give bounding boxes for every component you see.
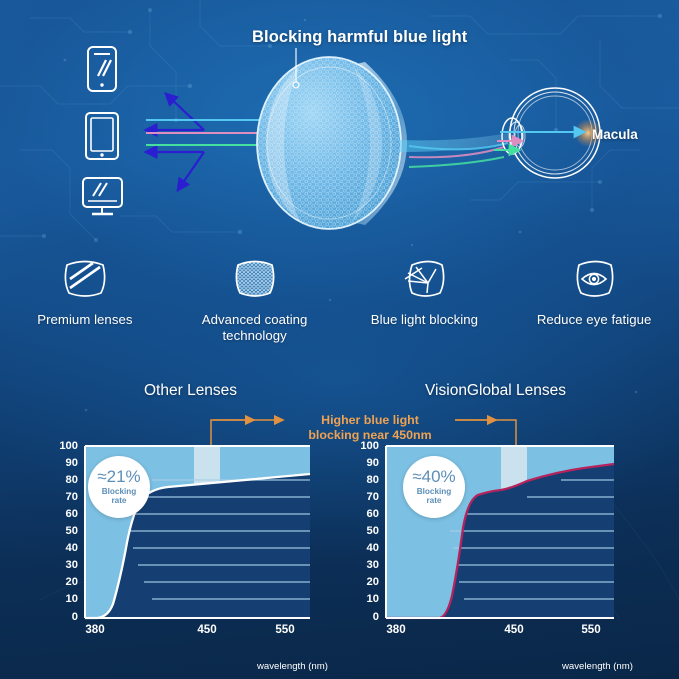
blocking-rate-label-1: Blocking: [416, 487, 452, 497]
gridlines-left: [123, 479, 310, 600]
feature-list: Premium lenses: [0, 252, 679, 360]
xtick-right-450: 450: [504, 623, 524, 636]
ytick-right-60: 60: [366, 508, 379, 520]
smartphone-icon: [87, 46, 117, 92]
blocking-rate-label-2: rate: [111, 496, 127, 505]
monitor-icon: [82, 177, 123, 216]
ytick-right-30: 30: [366, 559, 379, 571]
xtick-left-380: 380: [85, 623, 105, 636]
blocked-area-right: [386, 464, 614, 618]
ytick-right-90: 90: [366, 457, 379, 469]
feature-label: Blue light blocking: [370, 312, 478, 327]
feature-item-advanced-coating[interactable]: Advanced coating technology: [170, 252, 340, 360]
annotation-line-2: blocking near 450nm: [308, 428, 432, 443]
ytick-left-30: 30: [65, 559, 78, 571]
ytick-right-20: 20: [366, 576, 379, 588]
ytick-left-20: 20: [65, 576, 78, 588]
feature-label: Reduce eye fatigue: [536, 312, 652, 327]
ytick-left-70: 70: [65, 491, 78, 503]
ytick-right-70: 70: [366, 491, 379, 503]
callout-leader-line: [292, 48, 300, 89]
ytick-left-80: 80: [65, 474, 78, 486]
ytick-right-50: 50: [366, 525, 379, 537]
feature-item-blue-light-blocking[interactable]: Blue light blocking: [340, 252, 510, 360]
annotation-line-1: Higher blue light: [321, 413, 419, 427]
xtick-right-380: 380: [386, 623, 406, 636]
curve-visionglobal-lenses: [386, 462, 615, 620]
hero-callout-label: Blocking harmful blue light: [252, 28, 468, 46]
blocking-rate-badge-right: ≈40% Blocking rate: [403, 456, 465, 518]
ytick-left-40: 40: [65, 542, 78, 554]
xtick-left-550: 550: [275, 623, 295, 636]
ytick-left-50: 50: [65, 525, 78, 537]
xaxis-caption-right: wavelength (nm): [562, 661, 633, 672]
chart-title-visionglobal-lenses: VisionGlobal Lenses: [425, 382, 567, 399]
feature-item-premium-lenses[interactable]: Premium lenses: [0, 252, 170, 360]
hero-illustration: Blocking harmful blue light Macula: [0, 0, 679, 250]
coating-mesh-icon: [229, 252, 281, 304]
ytick-left-100: 100: [59, 440, 78, 452]
tablet-icon: [85, 112, 119, 160]
ytick-right-80: 80: [366, 474, 379, 486]
axes-right: [385, 445, 614, 619]
ytick-right-100: 100: [360, 440, 379, 452]
transmitted-beams: [400, 133, 509, 168]
ytick-left-0: 0: [71, 611, 78, 623]
ytick-left-90: 90: [65, 457, 78, 469]
axes-left: [84, 445, 310, 619]
hero-diagram-svg: [82, 46, 602, 230]
blue-light-block-icon: [398, 252, 450, 304]
macula-label: Macula: [592, 127, 638, 142]
comparison-charts: Other Lenses VisionGlobal Lenses Higher …: [0, 368, 679, 679]
blocked-blue-rays: [143, 92, 205, 193]
premium-lens-icon: [59, 252, 111, 304]
blocking-rate-badge-left: ≈21% Blocking rate: [88, 456, 150, 518]
ytick-right-40: 40: [366, 542, 379, 554]
xaxis-caption-left: wavelength (nm): [257, 661, 328, 672]
blocking-rate-label-2: rate: [426, 496, 442, 505]
feature-label: Advanced coating technology: [201, 312, 308, 343]
ytick-right-10: 10: [366, 593, 379, 605]
xtick-left-450: 450: [197, 623, 217, 636]
chart-visionglobal-lenses: [385, 445, 615, 620]
chart-title-other-lenses: Other Lenses: [144, 382, 238, 399]
lens-body: [256, 56, 407, 230]
xtick-right-550: 550: [581, 623, 601, 636]
ytick-left-10: 10: [65, 593, 78, 605]
eye-fatigue-icon: [568, 252, 620, 304]
incoming-light-rays: [146, 113, 281, 152]
blocking-rate-value: ≈40%: [412, 467, 456, 487]
macula-pointer-rays: [494, 125, 587, 157]
blocking-rate-label-1: Blocking: [101, 487, 137, 497]
ytick-right-0: 0: [372, 611, 379, 623]
annotation-higher-blocking: Higher blue light blocking near 450nm: [290, 413, 450, 443]
ytick-left-60: 60: [65, 508, 78, 520]
blocking-rate-value: ≈21%: [97, 467, 141, 487]
gridlines-right: [450, 479, 614, 600]
feature-item-reduce-eye-fatigue[interactable]: Reduce eye fatigue: [509, 252, 679, 360]
feature-label: Premium lenses: [37, 312, 133, 327]
